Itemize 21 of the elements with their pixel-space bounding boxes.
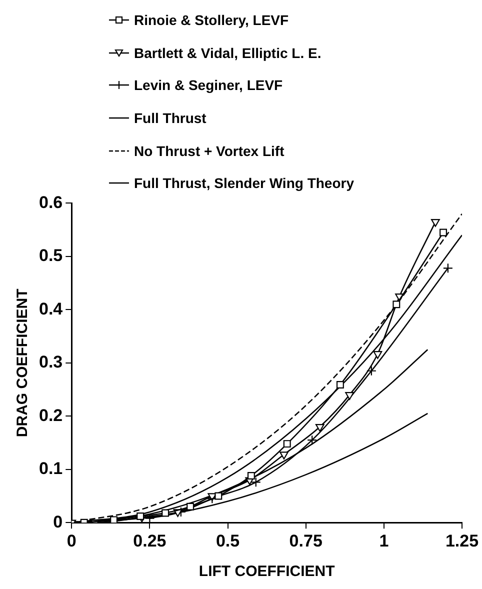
x-tick-label: 1.25 [445, 531, 479, 550]
legend-label: Bartlett & Vidal, Elliptic L. E. [134, 44, 322, 61]
x-tick-label: 0.75 [289, 531, 322, 550]
y-tick-label: 0 [53, 512, 63, 532]
x-tick-label: 0 [66, 531, 76, 550]
y-axis-title: DRAG COEFFICIENT [14, 288, 32, 438]
legend-label: Full Thrust [134, 110, 206, 126]
y-tick-label: 0.1 [38, 459, 63, 478]
y-tick-label: 0.5 [38, 246, 63, 266]
x-axis-title: LIFT COEFFICIENT [198, 563, 335, 580]
y-tick-label: 0.4 [38, 299, 64, 318]
legend-label: Rinoie & Stollery, LEVF [134, 12, 289, 28]
x-tick-label: 0.5 [216, 531, 240, 550]
legend-label: No Thrust + Vortex Lift [134, 142, 284, 159]
legend-label: Levin & Seginer, LEVF [134, 77, 283, 94]
y-tick-label: 0.2 [38, 406, 63, 425]
y-tick-label: 0.3 [38, 352, 63, 372]
legend-label: Full Thrust, Slender Wing Theory [134, 175, 354, 192]
x-tick-label: 1 [379, 531, 389, 550]
x-tick-label: 0.25 [133, 531, 166, 550]
y-tick-label: 0.6 [38, 192, 63, 212]
